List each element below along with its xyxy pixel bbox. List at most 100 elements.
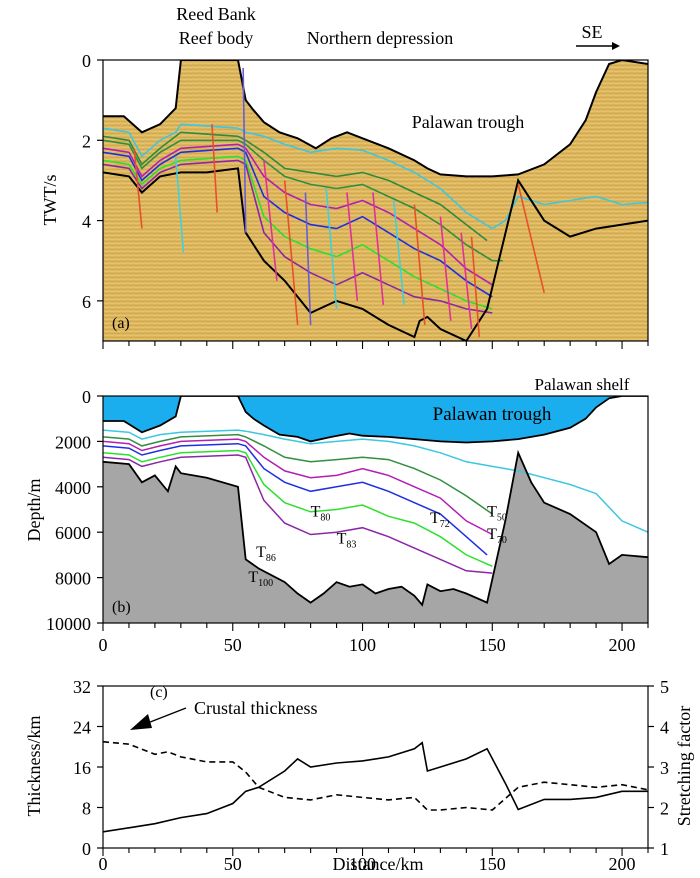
y-tick-label-b: 6000 bbox=[55, 523, 91, 543]
horizon-label-T80: T80 bbox=[311, 503, 331, 523]
horizons-b bbox=[103, 396, 648, 607]
panel-a: 0 2 4 6 (a) TWT/s Reed Bank Reef body North… bbox=[40, 4, 649, 349]
series-a-T80 bbox=[103, 147, 493, 298]
label-palawan-trough-a: Palawan trough bbox=[412, 112, 524, 132]
fault-line bbox=[392, 200, 405, 305]
horizon-label-T70: T70 bbox=[487, 526, 507, 546]
fault-line bbox=[263, 160, 278, 281]
x-axis-a bbox=[102, 341, 649, 349]
x-tick-label-c: 150 bbox=[479, 854, 506, 874]
fault-line bbox=[133, 148, 143, 229]
fault-line bbox=[439, 216, 452, 322]
x-axis-c: 0 50 100 150 200 bbox=[99, 848, 649, 874]
series-b-seafloor bbox=[103, 396, 648, 444]
series-a-T72 bbox=[103, 143, 493, 286]
water-area bbox=[103, 60, 648, 177]
x-tick-label-c: 0 bbox=[99, 854, 108, 874]
y-axis-title-c: Thickness/km bbox=[24, 716, 44, 817]
y-tick-label-c: 24 bbox=[73, 718, 91, 738]
y-axis-title-a: TWT/s bbox=[40, 175, 60, 226]
x-tick-label-b: 150 bbox=[479, 635, 506, 655]
y-axis-a: 0 2 4 6 bbox=[82, 51, 103, 312]
series-b-T80 bbox=[103, 442, 488, 556]
label-reed-bank: Reed Bank bbox=[176, 4, 255, 24]
y-tick-label-c: 0 bbox=[82, 839, 91, 859]
x-tick-label-c: 100 bbox=[349, 854, 376, 874]
label-reef-body: Reef body bbox=[179, 28, 253, 48]
x-axis-title-c: Distance/km bbox=[333, 854, 424, 874]
x-tick-label-b: 50 bbox=[224, 635, 242, 655]
fault-line bbox=[517, 184, 545, 294]
series-a-T83 bbox=[103, 155, 493, 310]
series-a-T50 bbox=[103, 123, 648, 230]
fault-line bbox=[460, 232, 473, 330]
x-tick-label-c: 200 bbox=[609, 854, 636, 874]
fault-line bbox=[283, 180, 299, 326]
label-palawan-trough-b: Palawan trough bbox=[433, 404, 552, 425]
horizons-a bbox=[103, 60, 648, 341]
panel-c: 0 8 16 24 32 1 2 3 4 5 0 50 100 150 200 (c) Thicknes… bbox=[24, 677, 694, 874]
y-tick-label-b: 2000 bbox=[55, 432, 91, 452]
water-column-a bbox=[103, 60, 648, 177]
fault-line bbox=[346, 192, 359, 301]
label-se: SE bbox=[581, 22, 602, 42]
series-a-T60 bbox=[103, 131, 488, 242]
y-tick-label-a: 4 bbox=[82, 212, 91, 232]
series-b-T83 bbox=[103, 449, 493, 567]
y-tick-label-b: 8000 bbox=[55, 569, 91, 589]
series-b-T72 bbox=[103, 438, 493, 536]
fault-line bbox=[242, 68, 247, 233]
series-a-T70 bbox=[103, 139, 503, 262]
panel-label-a: (a) bbox=[112, 315, 130, 332]
y-tick-label-c: 8 bbox=[82, 799, 91, 819]
crustal-thickness-arrow bbox=[130, 707, 187, 730]
y-tick-label-c: 16 bbox=[73, 758, 91, 778]
basement-area bbox=[103, 452, 648, 623]
series-b-T70 bbox=[103, 433, 493, 515]
fault-line bbox=[413, 204, 426, 326]
label-crustal-thickness: Crustal thickness bbox=[194, 698, 318, 718]
fault-line bbox=[470, 236, 481, 338]
y-tick-label-b: 4000 bbox=[55, 478, 91, 498]
series-b-basement bbox=[103, 449, 648, 607]
horizon-label-T83: T83 bbox=[337, 531, 357, 551]
fault-line bbox=[174, 156, 185, 253]
horizon-label-T100: T100 bbox=[248, 569, 273, 589]
y-tick-label-c: 32 bbox=[73, 677, 91, 697]
series-c-stretching_factor bbox=[103, 741, 648, 833]
curves-c bbox=[103, 740, 648, 833]
x-axis-b: 0 50 100 150 200 bbox=[99, 623, 649, 655]
series-b-T86 bbox=[103, 454, 493, 574]
panel-label-b: (b) bbox=[112, 599, 131, 616]
panel-label-c: (c) bbox=[150, 684, 168, 701]
frame-c bbox=[102, 685, 649, 849]
y-axis-b: 0 2000 4000 6000 8000 10000 bbox=[46, 387, 103, 634]
y-tick-label-a: 0 bbox=[82, 51, 91, 71]
y-axis-c-right: 1 2 3 4 5 bbox=[648, 677, 669, 859]
x-tick-label-c: 50 bbox=[224, 854, 242, 874]
x-tick-label-b: 100 bbox=[349, 635, 376, 655]
water-area-b bbox=[103, 396, 648, 443]
y-axis-title-b: Depth/m bbox=[24, 479, 44, 542]
y-tick-label-b: 10000 bbox=[46, 614, 91, 634]
horizon-labels: T50 T70 T72 T80 T83 T86 T100 bbox=[248, 503, 507, 589]
y-tick-label-a: 2 bbox=[82, 131, 91, 151]
horizon-label-T86: T86 bbox=[256, 544, 276, 564]
faults-a bbox=[133, 68, 545, 338]
y-axis-c-left: 0 8 16 24 32 bbox=[73, 677, 103, 859]
label-northern-depression: Northern depression bbox=[307, 28, 453, 48]
fault-line bbox=[325, 188, 338, 309]
x-tick-label-b: 0 bbox=[99, 635, 108, 655]
y-axis-title-c-right: Stretching factor bbox=[674, 706, 694, 826]
fills-b bbox=[103, 396, 648, 623]
frame-a bbox=[102, 59, 649, 342]
direction-arrow bbox=[576, 42, 620, 50]
label-palawan-shelf: Palawan shelf bbox=[535, 375, 630, 394]
y-tick-label-c-right: 3 bbox=[660, 758, 669, 778]
fault-line bbox=[304, 192, 312, 325]
y-tick-label-b: 0 bbox=[82, 387, 91, 407]
y-tick-label-c-right: 5 bbox=[660, 677, 669, 697]
horizon-label-T50: T50 bbox=[487, 503, 507, 523]
